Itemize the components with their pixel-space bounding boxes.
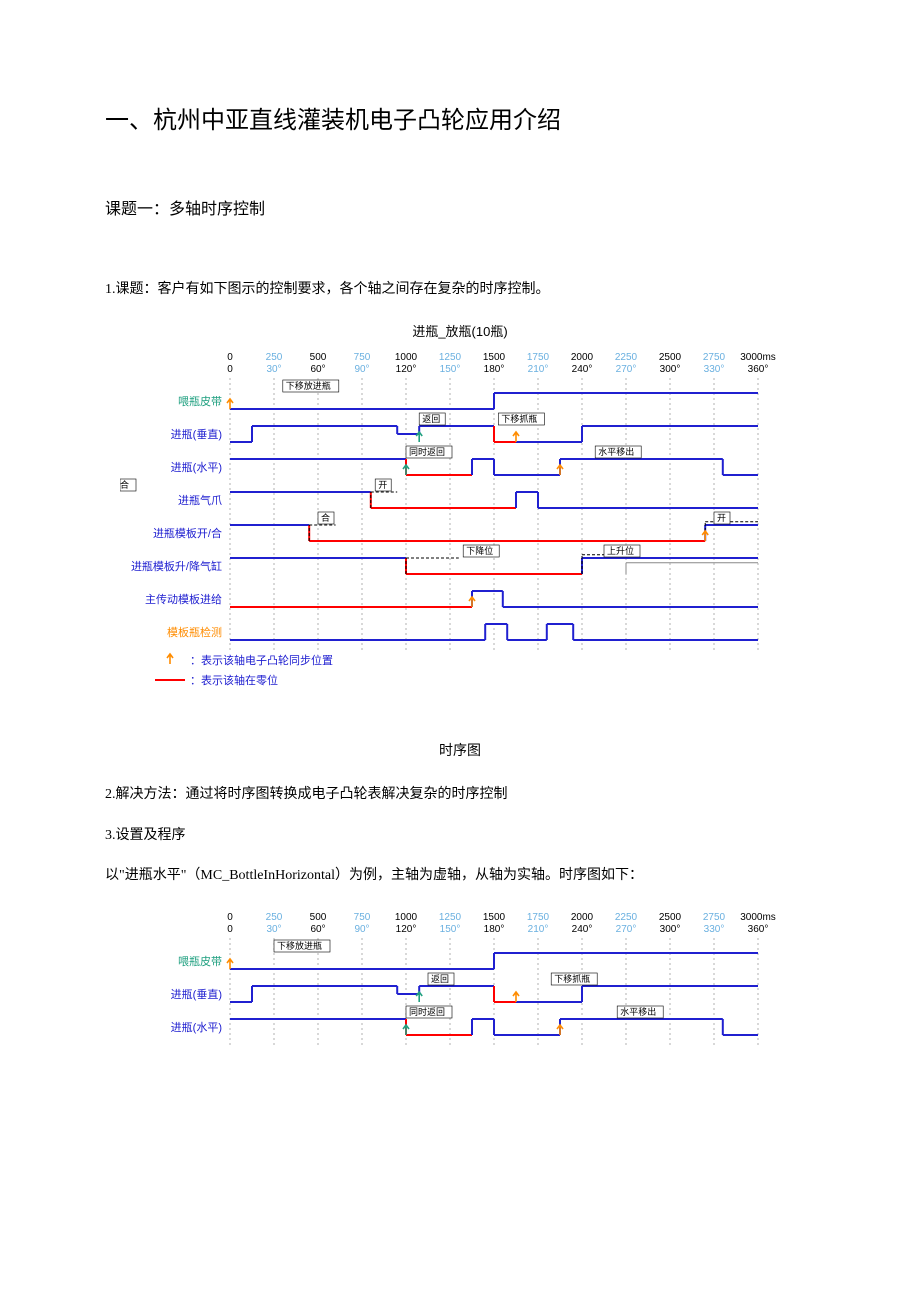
- svg-text:：表示该轴电子凸轮同步位置: ：表示该轴电子凸轮同步位置: [190, 653, 333, 667]
- svg-text:进瓶(垂直): 进瓶(垂直): [171, 427, 222, 441]
- svg-text:下移抓瓶: 下移抓瓶: [501, 413, 537, 424]
- svg-text:120°: 120°: [396, 924, 417, 935]
- svg-text:喂瓶皮带: 喂瓶皮带: [178, 394, 222, 408]
- svg-text:120°: 120°: [396, 364, 417, 375]
- svg-text:合: 合: [120, 479, 129, 490]
- svg-text:2250: 2250: [615, 912, 638, 923]
- svg-text:1000: 1000: [395, 912, 418, 923]
- paragraph-4: 以"进瓶水平"（MC_BottleInHorizontal）为例，主轴为虚轴，从…: [105, 865, 815, 887]
- svg-text:1750: 1750: [527, 912, 550, 923]
- svg-text:90°: 90°: [354, 924, 369, 935]
- svg-text:2750: 2750: [703, 352, 726, 363]
- svg-text:3000ms: 3000ms: [740, 912, 776, 923]
- svg-text:进瓶模板开/合: 进瓶模板开/合: [153, 526, 222, 540]
- svg-text:330°: 330°: [704, 364, 725, 375]
- svg-text:1750: 1750: [527, 352, 550, 363]
- svg-text:30°: 30°: [266, 364, 281, 375]
- svg-text:3000ms: 3000ms: [740, 352, 776, 363]
- svg-text:60°: 60°: [310, 924, 325, 935]
- svg-text:上升位: 上升位: [607, 545, 634, 556]
- svg-text:0: 0: [227, 352, 233, 363]
- svg-text:270°: 270°: [616, 364, 637, 375]
- svg-text:2250: 2250: [615, 352, 638, 363]
- chart1-svg: 00 25030° 50060° 75090° 1000120° 1250150° 1500…: [120, 348, 800, 728]
- timing-chart-2: 00 25030° 50060° 75090° 1000120° 1250150° 1500…: [105, 908, 815, 1078]
- svg-text:1500: 1500: [483, 912, 506, 923]
- paragraph-3: 3.设置及程序: [105, 825, 815, 847]
- svg-text:150°: 150°: [440, 364, 461, 375]
- svg-text:360°: 360°: [748, 364, 769, 375]
- chart1-title: 进瓶_放瓶(10瓶): [105, 321, 815, 340]
- svg-text:300°: 300°: [660, 924, 681, 935]
- svg-text:750: 750: [354, 352, 371, 363]
- chart2-svg: 00 25030° 50060° 75090° 1000120° 1250150° 1500…: [120, 908, 800, 1078]
- svg-text:2500: 2500: [659, 912, 682, 923]
- timing-chart-1: 进瓶_放瓶(10瓶) 00 25030° 50060° 75090° 1000120° 1…: [105, 321, 815, 728]
- svg-text:进瓶模板升/降气缸: 进瓶模板升/降气缸: [131, 559, 222, 573]
- svg-text:2750: 2750: [703, 912, 726, 923]
- svg-text:1500: 1500: [483, 352, 506, 363]
- page-title: 一、杭州中亚直线灌装机电子凸轮应用介绍: [105, 100, 815, 135]
- svg-text:下移抓瓶: 下移抓瓶: [554, 973, 590, 984]
- svg-text:：表示该轴在零位: ：表示该轴在零位: [190, 673, 278, 687]
- svg-text:合: 合: [321, 512, 330, 523]
- svg-text:返回: 返回: [431, 973, 449, 984]
- svg-text:水平移出: 水平移出: [620, 1006, 656, 1017]
- svg-text:240°: 240°: [572, 924, 593, 935]
- svg-text:240°: 240°: [572, 364, 593, 375]
- svg-text:180°: 180°: [484, 364, 505, 375]
- svg-text:下移放进瓶: 下移放进瓶: [286, 380, 331, 391]
- chart1-caption: 时序图: [105, 740, 815, 760]
- svg-text:水平移出: 水平移出: [598, 446, 634, 457]
- svg-text:喂瓶皮带: 喂瓶皮带: [178, 954, 222, 968]
- svg-text:2000: 2000: [571, 912, 594, 923]
- svg-text:180°: 180°: [484, 924, 505, 935]
- svg-text:330°: 330°: [704, 924, 725, 935]
- svg-text:0: 0: [227, 924, 233, 935]
- svg-text:1250: 1250: [439, 912, 462, 923]
- svg-text:下移放进瓶: 下移放进瓶: [277, 940, 322, 951]
- svg-text:进瓶(垂直): 进瓶(垂直): [171, 987, 222, 1001]
- svg-text:0: 0: [227, 912, 233, 923]
- svg-text:30°: 30°: [266, 924, 281, 935]
- svg-text:0: 0: [227, 364, 233, 375]
- svg-text:进瓶气爪: 进瓶气爪: [178, 493, 222, 507]
- svg-text:250: 250: [266, 912, 283, 923]
- svg-text:下降位: 下降位: [466, 545, 493, 556]
- svg-text:250: 250: [266, 352, 283, 363]
- svg-text:360°: 360°: [748, 924, 769, 935]
- svg-text:2500: 2500: [659, 352, 682, 363]
- svg-text:300°: 300°: [660, 364, 681, 375]
- topic-subtitle: 课题一：多轴时序控制: [105, 195, 815, 219]
- svg-text:同时返回: 同时返回: [409, 446, 445, 457]
- svg-text:开: 开: [378, 480, 387, 490]
- paragraph-2: 2.解决方法：通过将时序图转换成电子凸轮表解决复杂的时序控制: [105, 784, 815, 806]
- svg-text:同时返回: 同时返回: [409, 1006, 445, 1017]
- svg-text:210°: 210°: [528, 924, 549, 935]
- svg-text:主传动模板进给: 主传动模板进给: [145, 592, 222, 606]
- svg-text:500: 500: [310, 912, 327, 923]
- paragraph-1: 1.课题：客户有如下图示的控制要求，各个轴之间存在复杂的时序控制。: [105, 279, 815, 301]
- svg-text:90°: 90°: [354, 364, 369, 375]
- svg-text:150°: 150°: [440, 924, 461, 935]
- svg-text:1250: 1250: [439, 352, 462, 363]
- svg-text:2000: 2000: [571, 352, 594, 363]
- svg-text:60°: 60°: [310, 364, 325, 375]
- svg-text:进瓶(水平): 进瓶(水平): [171, 460, 222, 474]
- svg-text:500: 500: [310, 352, 327, 363]
- svg-text:270°: 270°: [616, 924, 637, 935]
- svg-text:1000: 1000: [395, 352, 418, 363]
- svg-text:进瓶(水平): 进瓶(水平): [171, 1020, 222, 1034]
- svg-text:750: 750: [354, 912, 371, 923]
- svg-text:模板瓶检测: 模板瓶检测: [167, 625, 222, 639]
- svg-text:返回: 返回: [422, 413, 440, 424]
- svg-text:210°: 210°: [528, 364, 549, 375]
- svg-text:开: 开: [717, 513, 726, 523]
